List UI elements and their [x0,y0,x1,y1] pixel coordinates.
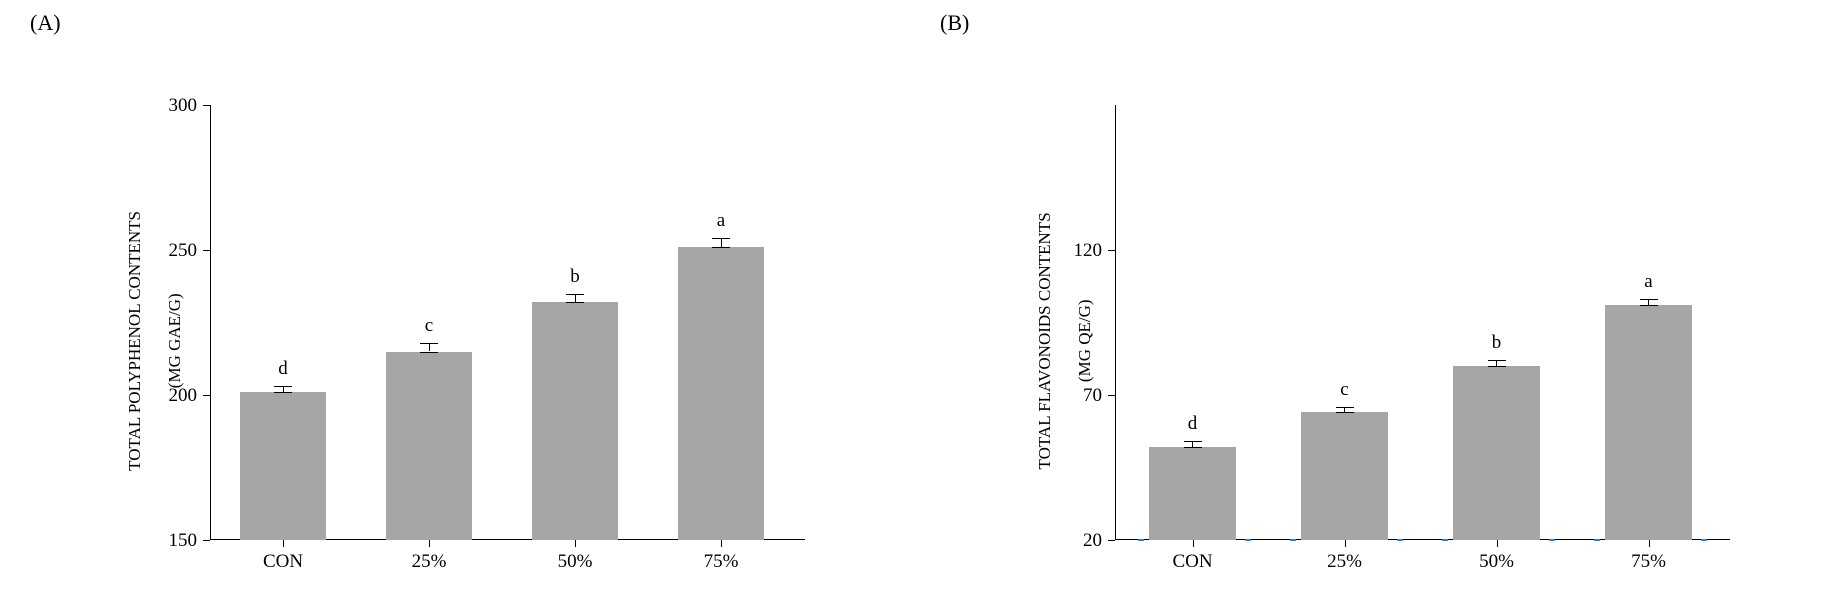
bar-sig-letter: a [701,210,741,232]
y-tick-mark [1108,395,1115,396]
error-bar-base-cap [1640,305,1658,306]
x-tick-label: CON [1143,551,1243,573]
error-bar-cap [1640,299,1658,300]
error-bar-cap [274,386,292,387]
panel-b-ylabel-line2: (MG QE/G) [1075,299,1094,382]
accent-mark [1442,539,1448,541]
error-bar-base-cap [1488,366,1506,367]
x-tick-mark [1649,540,1650,547]
x-tick-label: 50% [1447,551,1547,573]
x-tick-mark [1497,540,1498,547]
x-tick-label: 50% [525,551,625,573]
bar [386,352,472,541]
x-tick-mark [283,540,284,547]
error-bar-cap [1336,407,1354,408]
bar [1453,366,1540,540]
x-tick-label: 25% [379,551,479,573]
y-axis [210,105,211,540]
y-tick-mark [203,395,210,396]
accent-mark [1594,539,1600,541]
accent-mark [1138,539,1144,541]
panel-b-ylabel: TOTAL FLAVONOIDS CONTENTS (MG QE/G) [1015,185,1095,505]
bar [1149,447,1236,540]
bar-sig-letter: d [263,358,303,380]
y-tick-label: 120 [1042,240,1102,262]
error-bar-stem [575,294,576,303]
x-tick-label: 75% [1599,551,1699,573]
y-tick-label: 70 [1042,385,1102,407]
bar-sig-letter: b [1477,332,1517,354]
x-tick-mark [1193,540,1194,547]
bar [678,247,764,540]
y-axis [1115,105,1116,540]
page: { "panelA": { "panel_label": "(A)", "pan… [0,0,1838,599]
bar-sig-letter: b [555,266,595,288]
y-tick-label: 300 [137,95,197,117]
error-bar-cap [1184,441,1202,442]
y-tick-label: 250 [137,240,197,262]
error-bar-base-cap [1184,447,1202,448]
bar [1301,412,1388,540]
error-bar-base-cap [420,352,438,353]
bar [240,392,326,540]
x-tick-mark [1345,540,1346,547]
accent-mark [1397,539,1403,541]
error-bar-base-cap [566,302,584,303]
panel-b-label: (B) [940,10,969,36]
x-tick-mark [429,540,430,547]
error-bar-base-cap [274,392,292,393]
error-bar-stem [721,238,722,247]
bar [1605,305,1692,540]
panel-a-ylabel: TOTAL POLYPHENOL CONTENTS (MG GAE/G) [105,185,185,505]
bar-sig-letter: d [1173,413,1213,435]
error-bar-cap [566,294,584,295]
y-tick-label: 200 [137,385,197,407]
panel-b-plot: 2070120dCONc25%b50%a75% [1115,105,1730,540]
y-tick-mark [203,540,210,541]
panel-a-ylabel-line2: (MG GAE/G) [165,293,184,388]
error-bar-cap [712,238,730,239]
error-bar-base-cap [712,247,730,248]
error-bar-cap [420,343,438,344]
accent-mark [1701,539,1707,541]
accent-mark [1290,539,1296,541]
x-tick-mark [575,540,576,547]
bar-sig-letter: c [409,315,449,337]
x-tick-label: 75% [671,551,771,573]
bar-sig-letter: c [1325,379,1365,401]
y-tick-mark [203,250,210,251]
error-bar-stem [429,343,430,352]
x-tick-label: CON [233,551,333,573]
error-bar-base-cap [1336,412,1354,413]
bar-sig-letter: a [1629,271,1669,293]
y-tick-mark [1108,540,1115,541]
bar [532,302,618,540]
accent-mark [1549,539,1555,541]
x-tick-label: 25% [1295,551,1395,573]
y-tick-mark [1108,250,1115,251]
error-bar-cap [1488,360,1506,361]
accent-mark [1245,539,1251,541]
y-tick-label: 20 [1042,530,1102,552]
panel-a-label: (A) [30,10,61,36]
y-tick-label: 150 [137,530,197,552]
x-tick-mark [721,540,722,547]
panel-a-plot: 150200250300dCONc25%b50%a75% [210,105,805,540]
y-tick-mark [203,105,210,106]
